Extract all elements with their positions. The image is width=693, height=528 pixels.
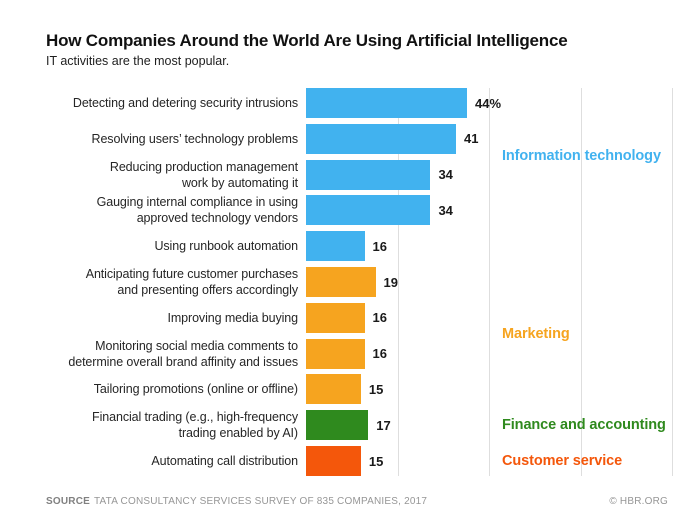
- value-label: 15: [368, 381, 384, 397]
- gridline: [580, 88, 582, 476]
- group-label-finance-and-accounting: Finance and accounting: [502, 417, 666, 433]
- value-label: 17: [376, 417, 391, 433]
- category-label: Gauging internal compliance in using app…: [96, 195, 298, 226]
- bar: [306, 374, 361, 405]
- bar: [306, 302, 365, 333]
- category-label: Automating call distribution: [151, 454, 298, 468]
- category-label: Reducing production management work by a…: [109, 159, 298, 190]
- category-label: Financial trading (e.g., high-frequency …: [92, 410, 298, 441]
- category-label: Improving media buying: [167, 310, 298, 325]
- source-label: SOURCE: [46, 496, 90, 507]
- value-label: 16: [372, 310, 388, 326]
- bar: [306, 88, 468, 118]
- value-label: 16: [372, 238, 388, 254]
- chart-subtitle: IT activities are the most popular.: [46, 54, 230, 68]
- category-label: Tailoring promotions (online or offline): [93, 382, 298, 397]
- category-label: Using runbook automation: [154, 239, 298, 254]
- bar: [306, 195, 431, 226]
- category-label: Resolving users’ technology problems: [91, 131, 299, 146]
- value-label: 41: [464, 131, 479, 147]
- category-label: Anticipating future customer purchases a…: [85, 267, 298, 297]
- category-label: Detecting and detering security intrusio…: [72, 96, 298, 110]
- value-label: 19: [383, 274, 398, 290]
- bar: [306, 231, 365, 262]
- gridline: [672, 88, 673, 476]
- source-text: TATA CONSULTANCY SERVICES SURVEY OF 835 …: [93, 496, 428, 507]
- bar: [306, 446, 361, 476]
- chart-title: How Companies Around the World Are Using…: [46, 31, 568, 50]
- group-label-marketing: Marketing: [502, 326, 570, 342]
- value-label: 44%: [475, 95, 502, 111]
- credit-text: © HBR.ORG: [609, 496, 668, 507]
- source-line: SOURCE TATA CONSULTANCY SERVICES SURVEY O…: [46, 496, 427, 507]
- bar: [306, 123, 457, 154]
- bar: [306, 159, 431, 190]
- group-label-information-technology: Information technology: [502, 148, 661, 164]
- value-label: 34: [438, 202, 453, 218]
- value-label: 16: [372, 346, 388, 362]
- bar: [306, 338, 365, 369]
- gridline: [397, 88, 399, 476]
- bar: [306, 267, 376, 297]
- group-label-customer-service: Customer service: [502, 453, 623, 469]
- bar: [306, 410, 369, 441]
- value-label: 34: [438, 167, 453, 183]
- category-label: Monitoring social media comments to dete…: [68, 338, 298, 369]
- gridline: [489, 88, 490, 476]
- value-label: 15: [368, 453, 384, 469]
